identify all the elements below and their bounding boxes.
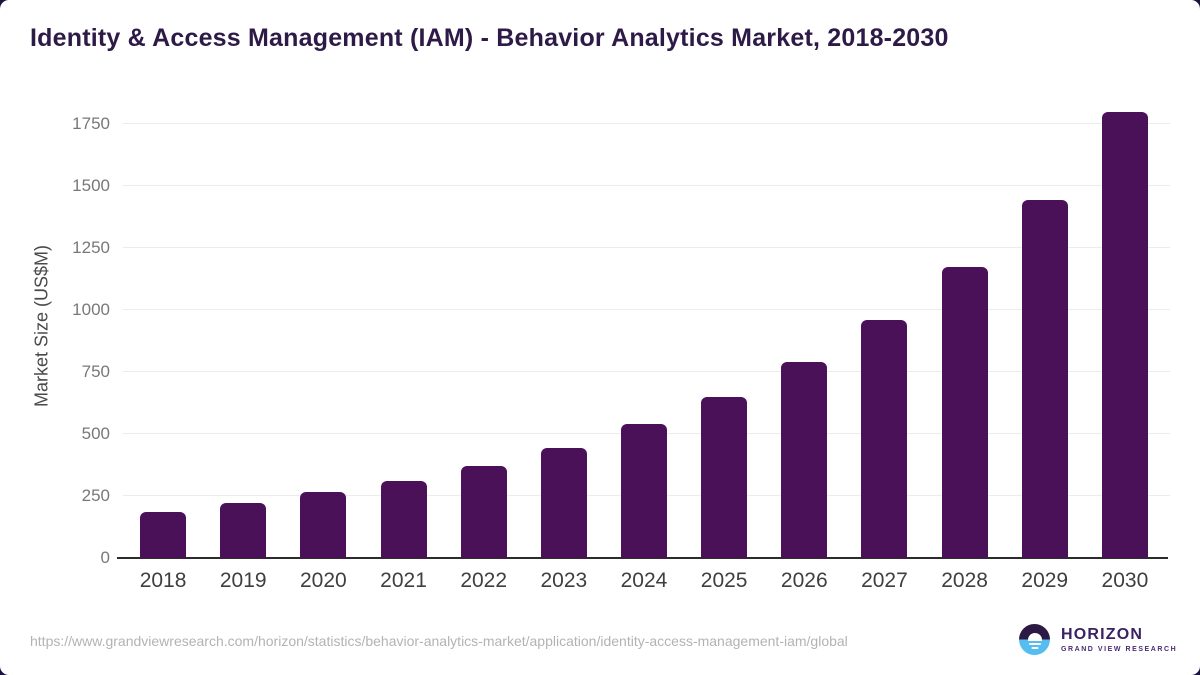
horizon-logo: HORIZON GRAND VIEW RESEARCH xyxy=(1019,624,1177,655)
x-axis-label: 2026 xyxy=(780,569,828,592)
y-tick-label: 1000 xyxy=(72,300,110,319)
sun-icon xyxy=(1027,633,1042,641)
horizon-sunrise-icon xyxy=(1019,624,1050,655)
water-ripple-icon xyxy=(1028,643,1041,645)
gridline xyxy=(123,123,1170,124)
bar-2018 xyxy=(140,512,187,558)
x-axis-label: 2029 xyxy=(1021,569,1069,592)
water-ripple-icon xyxy=(1031,647,1038,649)
gridline xyxy=(123,247,1170,248)
source-url[interactable]: https://www.grandviewresearch.com/horizo… xyxy=(30,633,848,649)
y-tick-label: 250 xyxy=(81,486,110,505)
bar-2021 xyxy=(380,481,427,558)
x-axis-label: 2018 xyxy=(139,569,187,592)
bar-2028 xyxy=(941,266,988,558)
x-axis-label: 2025 xyxy=(700,569,748,592)
bar-2022 xyxy=(460,466,507,558)
gridline xyxy=(123,185,1170,186)
x-axis-label: 2028 xyxy=(941,569,988,592)
x-axis-label: 2019 xyxy=(219,569,267,592)
bar-2026 xyxy=(781,362,828,558)
x-axis-label: 2024 xyxy=(620,569,668,592)
x-axis-label: 2020 xyxy=(300,569,347,592)
logo-name: HORIZON xyxy=(1061,625,1144,643)
bar-2019 xyxy=(220,503,267,558)
bar-2027 xyxy=(861,319,908,558)
bar-2024 xyxy=(621,424,667,558)
y-axis-title: Market Size (US$M) xyxy=(31,244,52,408)
gridline xyxy=(123,309,1170,310)
y-tick-label: 500 xyxy=(81,424,110,443)
x-axis-label: 2030 xyxy=(1101,569,1149,592)
y-tick-label: 750 xyxy=(81,362,110,381)
x-axis-label: 2023 xyxy=(540,569,588,592)
plot-area: 0 250 500 750 1000 1250 1500 1750 2018 2019 2020 20… xyxy=(72,93,1170,592)
x-axis-label: 2022 xyxy=(460,569,508,592)
bar-2023 xyxy=(540,447,587,558)
logo-tagline: GRAND VIEW RESEARCH xyxy=(1061,645,1178,653)
x-axis-line xyxy=(117,557,1168,559)
y-tick-label: 1500 xyxy=(72,176,110,195)
chart-title: Identity & Access Management (IAM) - Beh… xyxy=(30,24,949,52)
bar-2025 xyxy=(701,396,748,558)
bar-2029 xyxy=(1021,199,1068,558)
y-tick-label: 1750 xyxy=(72,114,110,133)
y-tick-label: 0 xyxy=(100,548,110,567)
bar-2020 xyxy=(300,492,347,558)
y-tick-label: 1250 xyxy=(72,238,110,257)
x-axis-label: 2021 xyxy=(380,569,427,592)
gridline xyxy=(123,371,1170,372)
x-axis-label: 2027 xyxy=(861,569,908,592)
logo-text: HORIZON GRAND VIEW RESEARCH xyxy=(1061,625,1178,653)
bar-2030 xyxy=(1101,111,1148,558)
